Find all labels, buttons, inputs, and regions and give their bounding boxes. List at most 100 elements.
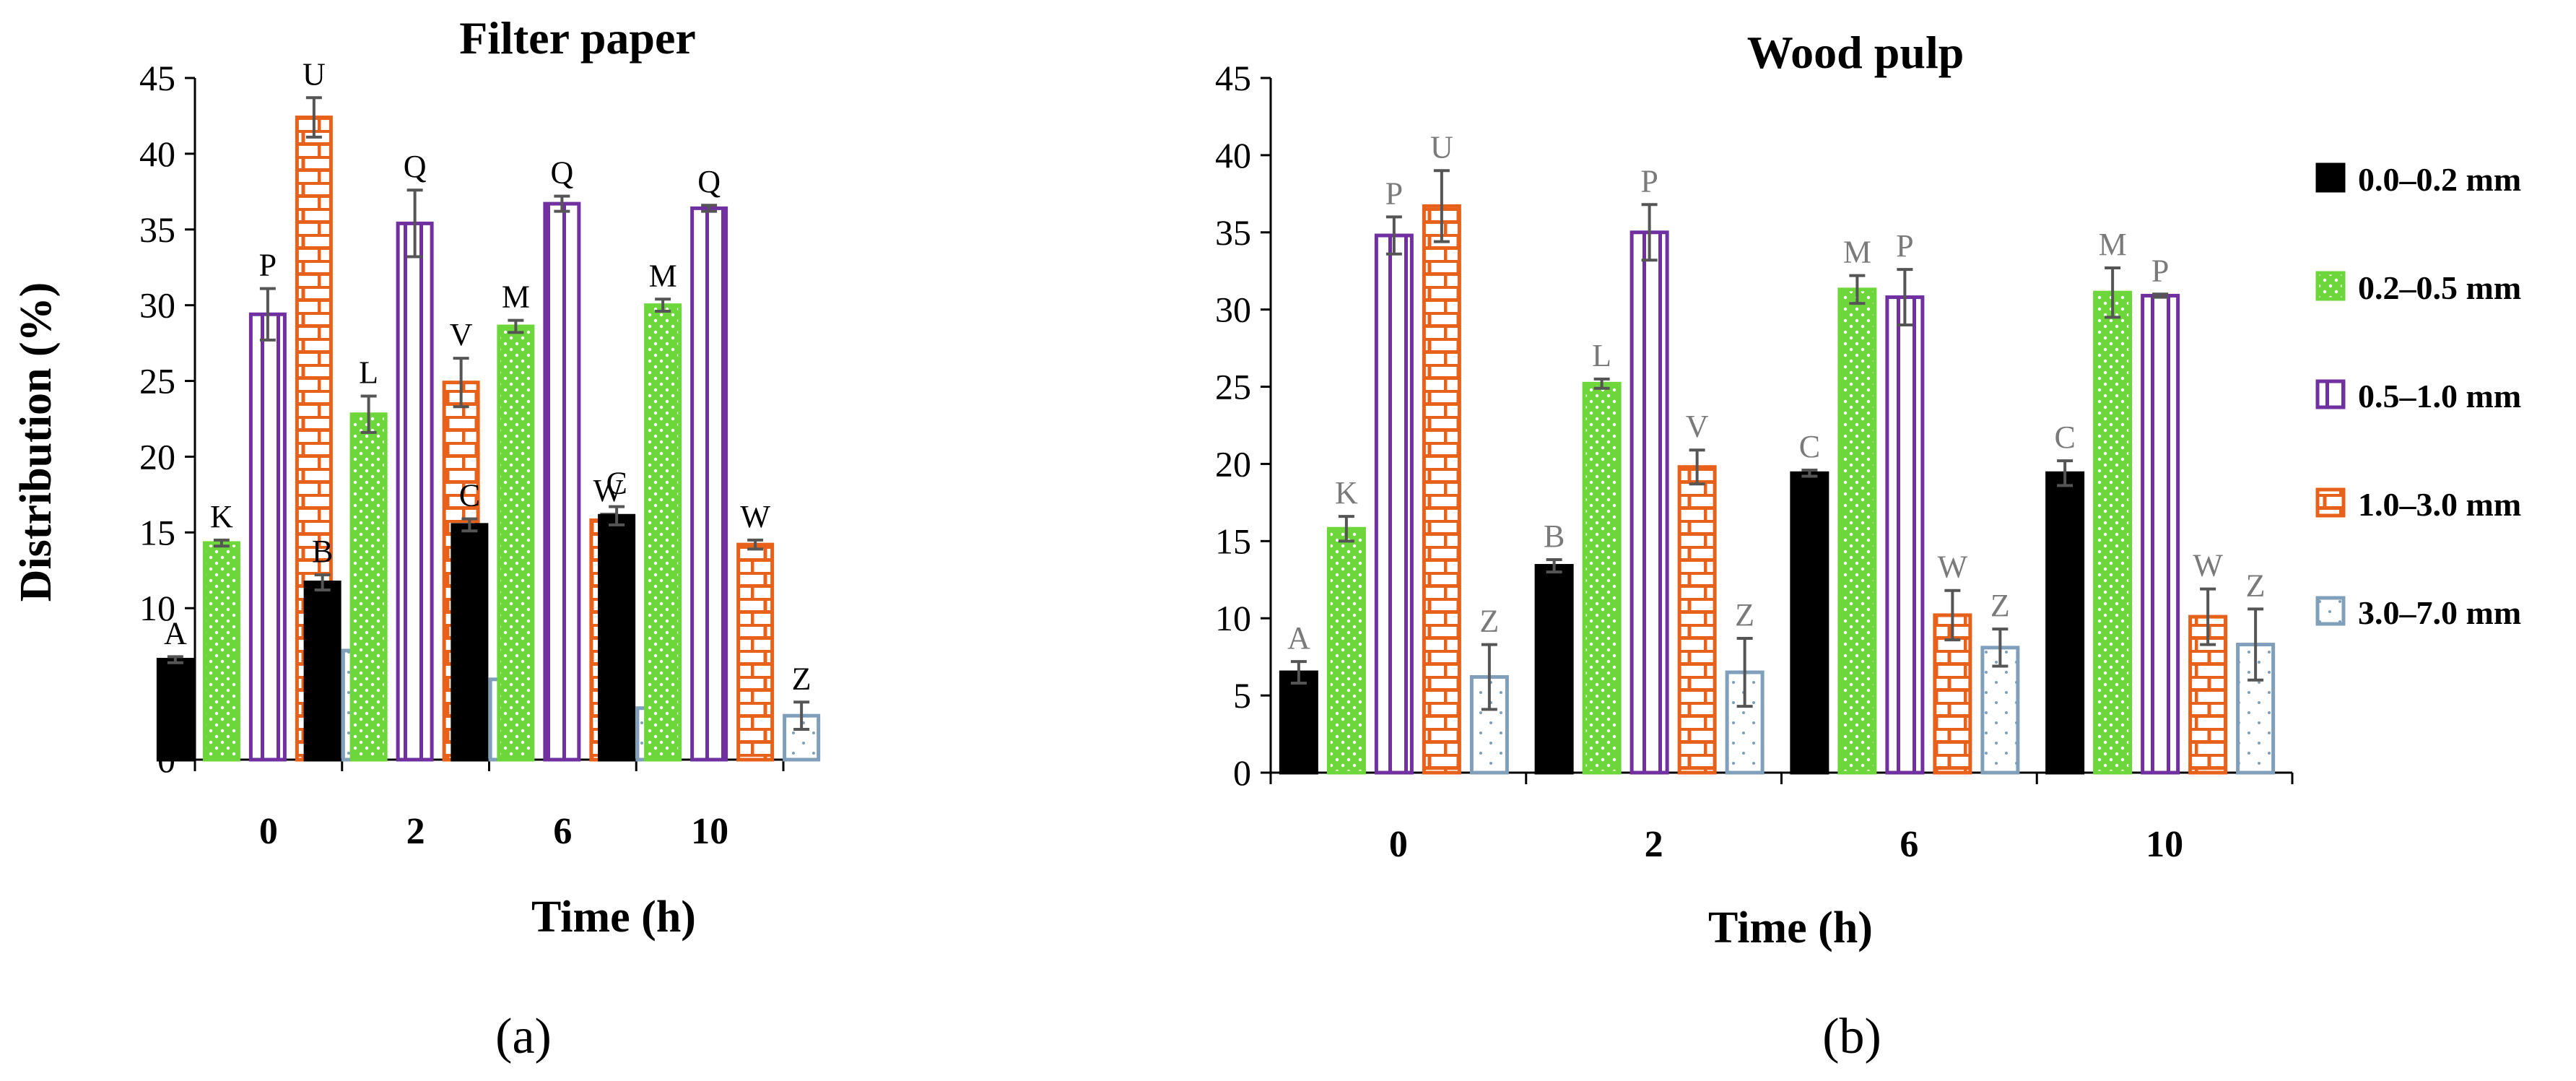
y-tick-label: 15 <box>139 512 175 552</box>
y-tick-label: 20 <box>1215 443 1251 484</box>
legend-item: 1.0–3.0 mm <box>2315 486 2521 523</box>
error-bar <box>747 538 764 551</box>
significance-letter: M <box>649 258 677 293</box>
significance-letter: Z <box>2246 568 2266 603</box>
bar <box>1885 295 1925 775</box>
significance-letter: K <box>1335 475 1358 511</box>
error-bar <box>1801 468 1818 478</box>
y-tick-label: 10 <box>1215 598 1251 638</box>
significance-letter: Q <box>550 155 573 191</box>
bar <box>1326 526 1366 775</box>
error-bar <box>259 287 276 342</box>
bar <box>598 513 636 762</box>
significance-letter: B <box>312 534 333 569</box>
significance-letter: L <box>1592 338 1611 373</box>
bar <box>349 412 388 762</box>
y-tick-label: 45 <box>1215 58 1251 98</box>
significance-letter: W <box>593 473 624 508</box>
bar <box>2141 293 2180 775</box>
error-bar <box>508 318 524 334</box>
significance-letter: M <box>1843 235 1871 270</box>
legend-item: 0.2–0.5 mm <box>2315 269 2521 306</box>
bar <box>1790 471 1829 775</box>
bar <box>1980 646 2020 775</box>
error-bar <box>360 394 377 434</box>
error-bar <box>2152 292 2169 299</box>
significance-letter: V <box>450 317 473 352</box>
error-bar <box>1385 215 1402 256</box>
error-bar <box>2200 587 2216 646</box>
error-bar <box>1338 515 1354 543</box>
legend-item: 0.5–1.0 mm <box>2315 378 2521 414</box>
significance-letter: Q <box>404 149 427 184</box>
significance-letter: U <box>303 56 326 92</box>
y-tick-label: 15 <box>1215 521 1251 561</box>
bar <box>736 542 775 762</box>
x-tick-label: 0 <box>1389 824 1408 865</box>
significance-letter: C <box>1799 429 1820 464</box>
bar <box>497 324 535 762</box>
error-bar <box>2057 459 2074 487</box>
error-bar <box>2248 607 2264 682</box>
significance-letter: K <box>210 499 233 534</box>
significance-letter: M <box>502 279 530 315</box>
legend-label: 0.5–1.0 mm <box>2358 378 2521 414</box>
error-bar <box>1849 274 1866 305</box>
significance-letter: Q <box>697 164 721 199</box>
y-tick-label: 0 <box>1233 752 1251 793</box>
y-tick-label: 45 <box>139 58 175 98</box>
y-tick-label: 35 <box>1215 212 1251 253</box>
significance-letter: A <box>164 615 187 651</box>
bar <box>1629 230 1669 775</box>
chart-a-xlabel: Time (h) <box>531 893 696 942</box>
error-bar <box>2105 266 2121 319</box>
chart-b-title: Wood pulp <box>1747 27 1964 78</box>
legend-swatch <box>2315 162 2346 193</box>
significance-letter: C <box>606 466 627 501</box>
chart-a-title: Filter paper <box>459 12 696 64</box>
error-bar <box>1546 557 1562 574</box>
bar <box>2093 290 2133 775</box>
error-bar <box>1481 643 1497 711</box>
legend-label: 1.0–3.0 mm <box>2358 486 2521 523</box>
bar <box>1279 670 1318 775</box>
legend-swatch <box>2315 596 2346 626</box>
chart-a-ylabel: Distribution (%) <box>12 282 61 602</box>
error-bar <box>655 298 671 313</box>
y-tick-label: 40 <box>139 134 175 174</box>
significance-letter: P <box>2151 253 2169 288</box>
error-bar <box>461 517 478 533</box>
bar <box>396 221 434 762</box>
error-bar <box>167 655 183 664</box>
legend-item: 0.0–0.2 mm <box>2315 161 2521 198</box>
panel-label-a: (a) <box>495 1009 552 1064</box>
significance-letter: L <box>359 355 378 391</box>
x-tick-label: 6 <box>1900 824 1918 865</box>
significance-letter: P <box>1896 228 1913 264</box>
y-tick-label: 30 <box>139 285 175 326</box>
significance-letter: Z <box>1479 604 1499 639</box>
significance-letter: W <box>1938 550 1968 585</box>
legend-label: 3.0–7.0 mm <box>2358 594 2521 631</box>
legend: 0.0–0.2 mm 0.2–0.5 mm 0.5–1.0 mm 1.0–3.0 mm… <box>2315 161 2521 631</box>
bar <box>202 541 240 762</box>
y-tick-label: 25 <box>1215 367 1251 407</box>
x-tick-label: 10 <box>2146 824 2183 865</box>
error-bar <box>1689 448 1705 486</box>
significance-letter: U <box>1430 129 1453 165</box>
significance-letter: W <box>2193 548 2223 583</box>
y-tick-label: 40 <box>1215 135 1251 175</box>
significance-letter: M <box>2099 227 2127 262</box>
chart-b-xlabel: Time (h) <box>1708 903 1873 952</box>
error-bar <box>1944 589 1961 642</box>
x-tick-label: 0 <box>259 811 278 852</box>
significance-letter: Z <box>792 661 811 696</box>
x-tick-label: 2 <box>1645 824 1663 865</box>
significance-letter: Z <box>1735 597 1754 633</box>
y-tick-label: 5 <box>1233 675 1251 716</box>
bar <box>248 312 287 762</box>
error-bar <box>314 573 331 592</box>
